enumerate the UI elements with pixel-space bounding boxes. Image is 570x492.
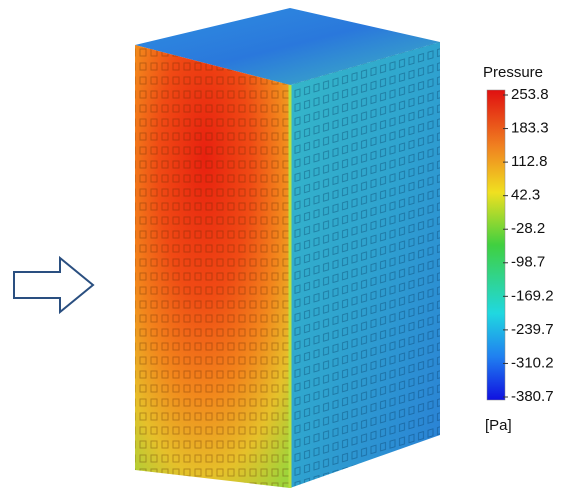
legend-tick-label: -169.2	[511, 287, 554, 304]
hollow-arrow	[13, 255, 95, 315]
legend-tick-label: -239.7	[511, 321, 554, 338]
color-legend: Pressure [Pa] 253.8 183.3 112.8 42.3 -28.2 -9…	[483, 64, 554, 434]
legend-tick-label: 253.8	[511, 86, 549, 103]
legend-unit: [Pa]	[485, 417, 512, 434]
color-bar	[486, 89, 506, 401]
legend-tick-label: -98.7	[511, 254, 545, 271]
legend-title: Pressure	[483, 64, 543, 81]
legend-tick-label: -310.2	[511, 354, 554, 371]
legend-tick-label: -380.7	[511, 388, 554, 405]
legend-tick-label: 112.8	[511, 153, 547, 170]
legend-tick-label: -28.2	[511, 220, 545, 237]
legend-tick-label: 42.3	[511, 187, 540, 204]
legend-tick-label: 183.3	[511, 120, 549, 137]
building	[135, 8, 440, 488]
